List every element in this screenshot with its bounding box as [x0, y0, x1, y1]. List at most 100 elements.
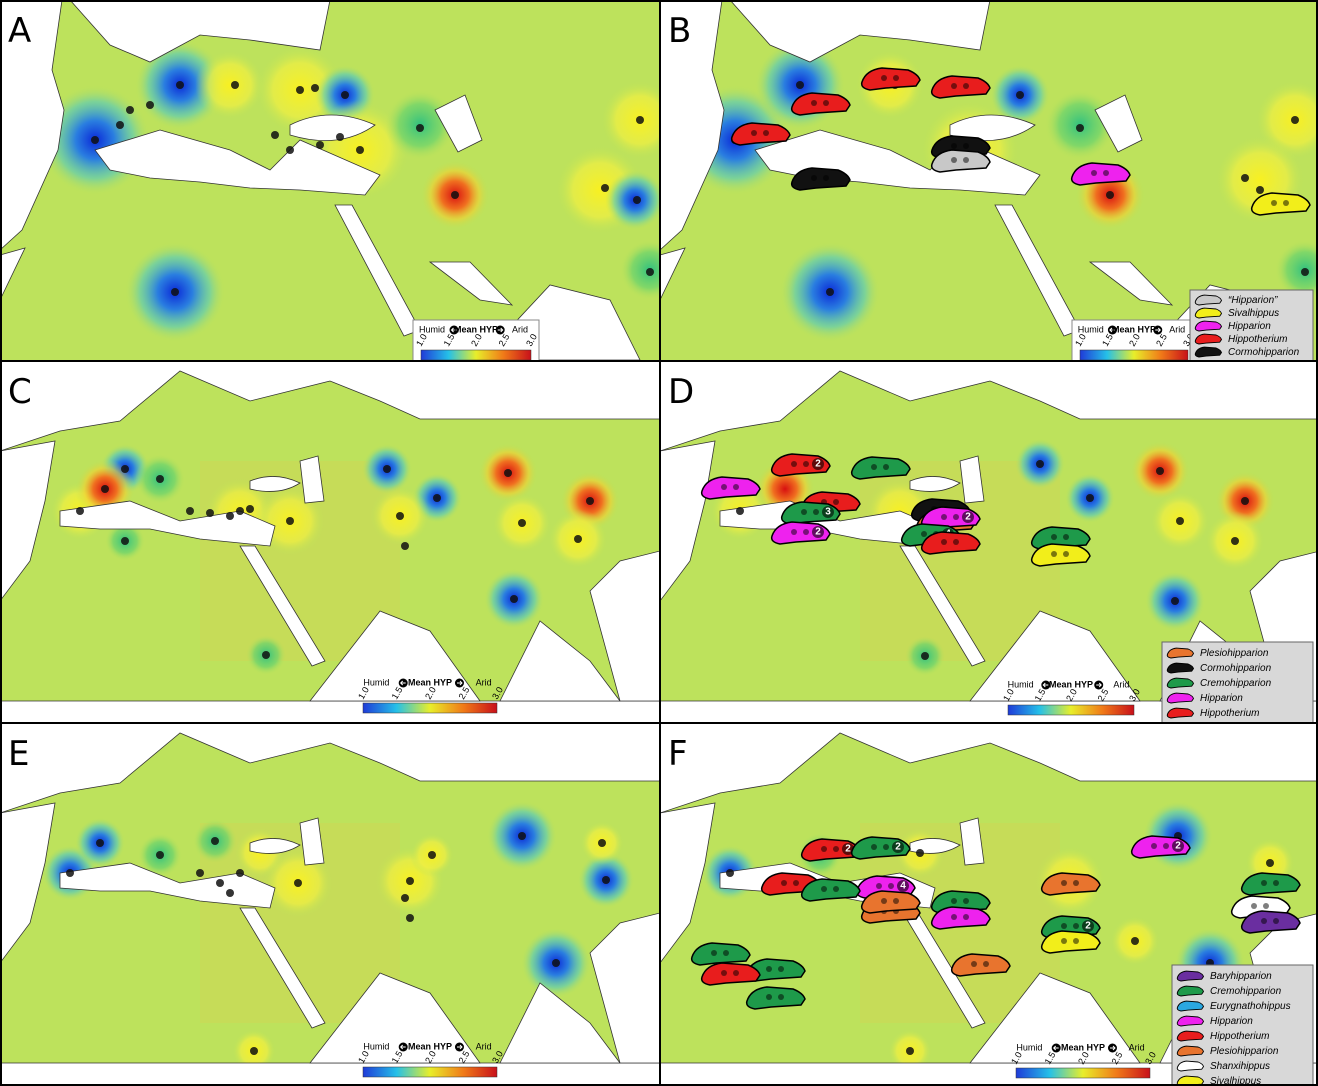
locality [401, 894, 409, 902]
legend-icon [1167, 678, 1193, 688]
skull-eye [801, 509, 807, 515]
legend-icon [1167, 693, 1193, 703]
marker-count: 2 [845, 844, 851, 855]
legend-label: Cremohipparion [1210, 986, 1282, 997]
legend-icon [1177, 1046, 1203, 1056]
locality [1016, 91, 1024, 99]
legend-label: “Hipparion” [1228, 295, 1278, 306]
skull-eye [811, 175, 817, 181]
locality [406, 914, 414, 922]
skull [802, 879, 860, 901]
legend-label: Plesiohipparion [1210, 1046, 1279, 1057]
skull-eye [951, 898, 957, 904]
sea [0, 1063, 660, 1085]
locality [231, 81, 239, 89]
skull [852, 457, 910, 479]
skull [792, 93, 850, 115]
locality [186, 507, 194, 515]
locality [236, 869, 244, 877]
marker-count: 2 [815, 527, 821, 538]
locality [76, 507, 84, 515]
skull-eye [963, 157, 969, 163]
panel-label: D [668, 372, 694, 412]
skull-eye [833, 886, 839, 892]
skull [932, 907, 990, 929]
skull-eye [833, 499, 839, 505]
locality [246, 505, 254, 513]
skull-eye [833, 846, 839, 852]
skull-eye [1103, 170, 1109, 176]
legend-label: Hippotherium [1228, 334, 1287, 345]
locality [211, 837, 219, 845]
legend-icon [1177, 986, 1203, 996]
skull-eye [941, 514, 947, 520]
skull-eye [881, 898, 887, 904]
skull-eye [821, 846, 827, 852]
locality [250, 1047, 258, 1055]
skull-eye [1073, 880, 1079, 886]
skull-eye [721, 970, 727, 976]
locality [433, 494, 441, 502]
genus-marker [1252, 193, 1310, 215]
skull-eye [1251, 903, 1257, 909]
locality [552, 959, 560, 967]
genus-marker [702, 963, 760, 985]
colorbar-arid: Arid [512, 324, 528, 334]
colorbar-gradient [363, 1067, 497, 1077]
locality [286, 146, 294, 154]
locality [311, 84, 319, 92]
marker-count: 3 [825, 507, 831, 518]
skull [952, 954, 1010, 976]
locality [1266, 859, 1274, 867]
skull-eye [791, 461, 797, 467]
skull [862, 68, 920, 90]
skull-eye [871, 844, 877, 850]
locality [383, 465, 391, 473]
colorbar-arid: Arid [1169, 324, 1185, 334]
skull-eye [1063, 551, 1069, 557]
locality [406, 877, 414, 885]
skull-eye [1061, 938, 1067, 944]
locality [171, 288, 179, 296]
skull [1042, 873, 1100, 895]
skull-eye [1051, 551, 1057, 557]
legend-label: Cremohipparion [1200, 678, 1272, 689]
skull-eye [1261, 880, 1267, 886]
locality [262, 651, 270, 659]
panel-label: F [668, 734, 688, 774]
legend-icon [1195, 321, 1221, 331]
locality [1171, 597, 1179, 605]
genus-marker [792, 93, 850, 115]
skull-eye [1061, 880, 1067, 886]
skull [1032, 544, 1090, 566]
locality [1036, 460, 1044, 468]
skull [1242, 911, 1300, 933]
skull-eye [881, 75, 887, 81]
skull-eye [823, 100, 829, 106]
genus-marker [702, 477, 760, 499]
legend-icon [1167, 663, 1193, 673]
colorbar-humid: Humid [363, 1041, 389, 1051]
locality [126, 106, 134, 114]
skull-eye [871, 464, 877, 470]
skull-eye [1283, 200, 1289, 206]
legend-label: Shanxihippus [1210, 1061, 1270, 1072]
locality [296, 86, 304, 94]
skull-eye [963, 83, 969, 89]
colorbar-gradient [1080, 350, 1188, 360]
locality [574, 535, 582, 543]
legend-label: Hippotherium [1200, 708, 1259, 719]
map [0, 361, 660, 723]
locality [336, 133, 344, 141]
skull-eye [1073, 938, 1079, 944]
locality [156, 851, 164, 859]
legend-icon [1167, 648, 1193, 658]
genus-marker [862, 68, 920, 90]
genus-marker [802, 879, 860, 901]
skull [732, 123, 790, 145]
skull-eye [1151, 843, 1157, 849]
genus-marker [862, 891, 920, 913]
skull-eye [883, 464, 889, 470]
skull-eye [893, 75, 899, 81]
panel-label: E [8, 734, 29, 774]
